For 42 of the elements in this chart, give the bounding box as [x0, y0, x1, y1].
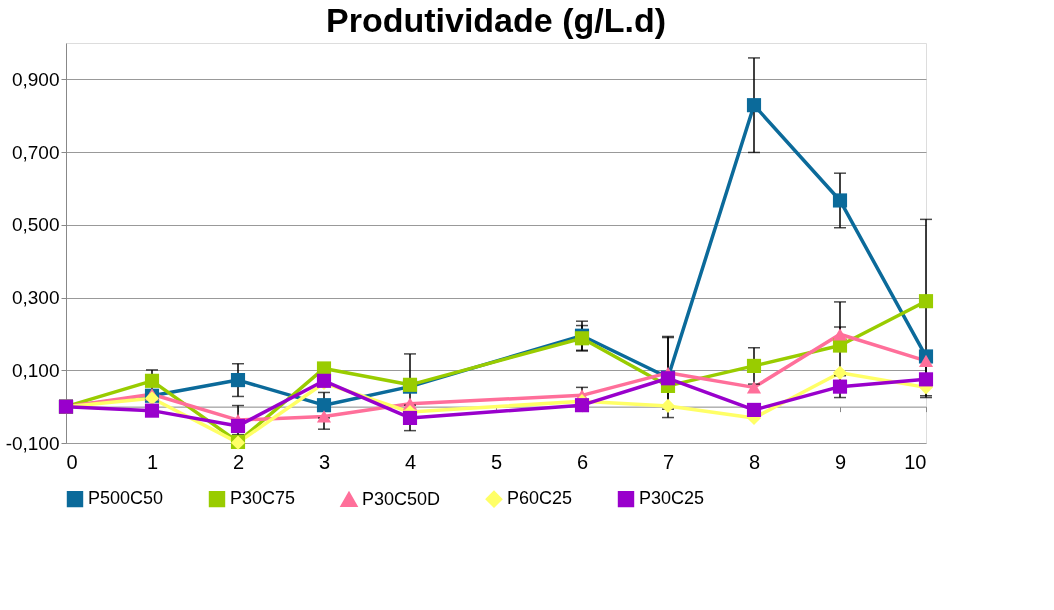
- point: [746, 402, 762, 417]
- point: [746, 358, 762, 373]
- x-tick-label: 2: [232, 450, 245, 473]
- point: [832, 379, 848, 394]
- point: [918, 372, 934, 387]
- point: [832, 193, 848, 208]
- x-tick-label: 8: [748, 450, 761, 473]
- x-tick-label: 4: [404, 450, 417, 473]
- point: [660, 398, 676, 413]
- y-tick-label: -0,100: [5, 432, 60, 454]
- x-tick-label: 6: [576, 450, 589, 473]
- legend-label: P500C50: [88, 488, 164, 509]
- x-tick-label: 3: [318, 450, 331, 473]
- chart-title: Produtividade (g/L.d): [326, 1, 666, 39]
- point: [316, 398, 332, 413]
- point: [918, 294, 934, 309]
- x-tick-label: 1: [146, 450, 159, 473]
- point: [918, 354, 934, 367]
- y-tick-label: 0,500: [11, 214, 60, 236]
- x-tick-label: 9: [834, 450, 847, 473]
- point: [316, 410, 332, 423]
- point: [746, 98, 762, 113]
- x-tick-label: 5: [490, 450, 503, 473]
- point: [746, 381, 762, 394]
- legend-label: P30C50D: [362, 488, 441, 509]
- y-tick-label: 0,900: [11, 68, 60, 90]
- legend-label: P60C25: [507, 488, 573, 509]
- point: [832, 365, 848, 380]
- point: [230, 418, 246, 433]
- point: [402, 410, 418, 425]
- x-tick-label: 0: [66, 450, 78, 473]
- x-tick-label: 7: [662, 450, 675, 473]
- y-tick-label: 0,100: [11, 359, 60, 381]
- legend-label: P30C25: [639, 488, 705, 509]
- point: [574, 398, 590, 413]
- y-tick-label: 0,300: [11, 287, 60, 309]
- point: [144, 403, 160, 418]
- point: [230, 373, 246, 388]
- legend-label: P30C75: [230, 488, 296, 509]
- x-tick-label: 10: [904, 450, 927, 473]
- point: [144, 373, 160, 388]
- y-tick-label: 0,700: [11, 141, 60, 163]
